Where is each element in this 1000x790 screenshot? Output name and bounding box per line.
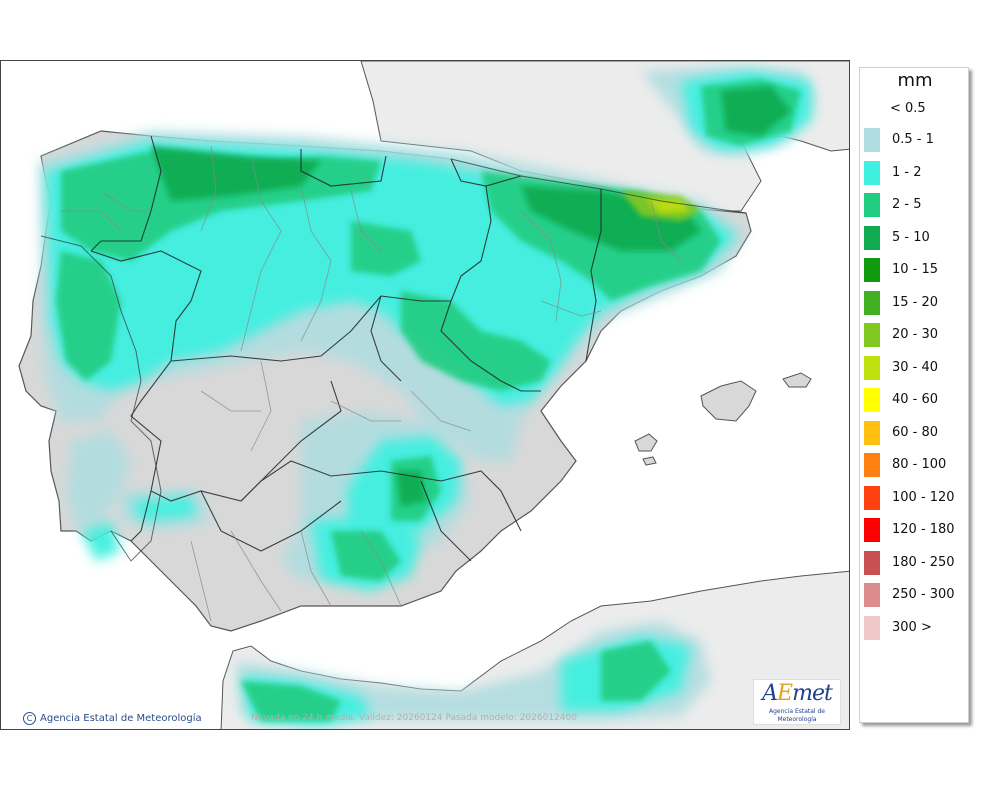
legend-swatch [864, 420, 880, 445]
legend-panel: mm < 0.5 0.5 - 1 1 - 2 2 - 5 5 - 10 10 - 15 1… [859, 67, 969, 723]
map-caption: Nevada en 24 h media. Validez: 20260124 … [251, 713, 577, 723]
legend-label: 120 - 180 [892, 522, 955, 537]
legend-entry: 250 - 300 [864, 583, 968, 607]
legend-entry: 10 - 15 [864, 258, 968, 282]
legend-swatch [864, 355, 880, 380]
copyright-icon: C [23, 712, 36, 725]
legend-label: 180 - 250 [892, 554, 955, 570]
legend-swatch [864, 323, 880, 347]
legend-label: 2 - 5 [892, 197, 922, 212]
legend-label: 0.5 - 1 [892, 132, 934, 147]
aemet-logo: AEmet Agencia Estatal de Meteorología [753, 679, 841, 725]
legend-entry: 30 - 40 [864, 355, 968, 380]
legend-entry: 60 - 80 [864, 420, 968, 445]
ibiza [634, 433, 658, 452]
precip-20-40 [621, 191, 701, 221]
legend-label: 1 - 2 [892, 164, 922, 180]
legend-entry: 300 > [864, 615, 968, 640]
legend-entry: 1 - 2 [864, 160, 968, 185]
legend-entry: 100 - 120 [864, 485, 968, 510]
legend-swatch [864, 583, 880, 607]
legend-entry: 15 - 20 [864, 290, 968, 315]
map-canvas [1, 61, 849, 729]
menorca [782, 372, 812, 388]
legend-entry: 5 - 10 [864, 225, 968, 250]
map-credit: C Agencia Estatal de Meteorología [23, 712, 202, 725]
legend-label: 100 - 120 [892, 489, 955, 505]
portugal-border [40, 235, 162, 562]
legend-label: 60 - 80 [892, 424, 939, 440]
legend-unit: mm [897, 70, 933, 91]
logo-mark: AEmet [762, 681, 833, 706]
credit-text: Agencia Estatal de Meteorología [40, 713, 202, 724]
legend-swatch [864, 518, 880, 542]
legend-entry: 20 - 30 [864, 323, 968, 347]
forecast-map: C Agencia Estatal de Meteorología Nevada … [0, 60, 850, 730]
legend-swatch [864, 388, 880, 412]
logo-subtext: Agencia Estatal de Meteorología [768, 708, 825, 723]
legend-entry: 2 - 5 [864, 193, 968, 217]
legend-first-label: < 0.5 [890, 101, 926, 116]
legend-entry: 40 - 60 [864, 388, 968, 412]
province-borders [61, 145, 682, 622]
legend-swatch [864, 258, 880, 282]
legend-entry: 0.5 - 1 [864, 128, 968, 152]
legend-swatch [864, 160, 880, 185]
legend-label: 80 - 100 [892, 457, 947, 472]
legend-swatch [864, 453, 880, 477]
legend-swatch [864, 615, 880, 640]
legend-label: 5 - 10 [892, 229, 930, 245]
legend-entry: 80 - 100 [864, 453, 968, 477]
legend-swatch [864, 550, 880, 575]
legend-label: 10 - 15 [892, 262, 939, 277]
pyrenees-border [450, 158, 747, 214]
legend-swatch [864, 128, 880, 152]
legend-label: 30 - 40 [892, 359, 939, 375]
legend-entry: 180 - 250 [864, 550, 968, 575]
legend-label: 300 > [892, 619, 932, 635]
legend-swatch [864, 485, 880, 510]
legend-swatch [864, 193, 880, 217]
legend-label: 15 - 20 [892, 294, 939, 310]
mallorca [700, 380, 757, 422]
legend-label: 40 - 60 [892, 392, 939, 407]
formentera [642, 456, 657, 466]
legend-entry: 120 - 180 [864, 518, 968, 542]
legend-label: 250 - 300 [892, 587, 955, 602]
legend-swatch [864, 290, 880, 315]
legend-swatch [864, 225, 880, 250]
legend-label: 20 - 30 [892, 327, 939, 342]
